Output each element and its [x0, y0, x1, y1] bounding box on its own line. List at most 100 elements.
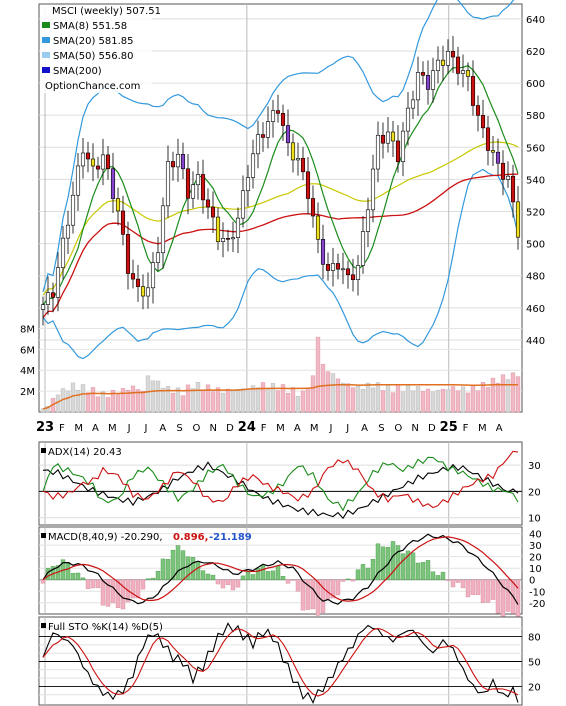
- candlestick: [445, 39, 451, 74]
- candle-body: [310, 198, 316, 217]
- candle-body: [420, 72, 426, 76]
- candlestick: [75, 152, 81, 211]
- time-axis-label: A: [361, 423, 368, 434]
- volume-bar: [85, 392, 91, 413]
- volume-bar: [470, 385, 476, 413]
- candlestick: [415, 56, 421, 116]
- candle-body: [40, 304, 46, 310]
- candlestick: [210, 191, 216, 233]
- candlestick: [205, 188, 211, 219]
- volume-bar: [285, 392, 291, 413]
- macd-histogram-bar: [330, 579, 336, 599]
- macd-histogram-bar: [200, 570, 206, 580]
- candlestick: [240, 175, 246, 228]
- candlestick: [515, 186, 521, 250]
- volume-bar: [240, 388, 246, 413]
- time-axis-label: F: [463, 423, 469, 434]
- volume-bar: [230, 390, 236, 413]
- macd-histogram-bar: [365, 567, 371, 580]
- candlestick: [280, 104, 286, 141]
- legend-swatch: [42, 67, 50, 73]
- volume-bar: [115, 394, 121, 413]
- candle-body: [145, 287, 151, 297]
- macd-signal-value: 0.896,: [173, 532, 208, 543]
- macd-histogram-bar: [325, 579, 331, 600]
- time-axis-label: S: [378, 423, 384, 434]
- macd-title: MACD(8,40,9) -20.290,: [48, 532, 163, 543]
- macd-histogram-bar: [415, 562, 421, 580]
- candlestick: [50, 282, 56, 313]
- legend-label: SMA(200): [53, 66, 102, 77]
- macd-histogram-bar: [350, 579, 356, 582]
- candle-body: [60, 237, 66, 268]
- volume-bar: [350, 387, 356, 413]
- time-axis-label: M: [310, 423, 319, 434]
- candle-body: [500, 162, 506, 180]
- candlestick: [505, 161, 511, 188]
- candlestick: [225, 229, 231, 252]
- candle-body: [180, 154, 186, 170]
- macd-histogram-bar: [145, 578, 151, 580]
- candlestick: [475, 95, 481, 132]
- candle-body: [65, 224, 71, 239]
- candlestick: [115, 187, 121, 226]
- volume-bar: [450, 386, 456, 413]
- adx-tick-label: 20: [528, 487, 541, 498]
- candle-body: [190, 184, 196, 199]
- macd-histogram-bar: [230, 579, 236, 591]
- macd-histogram-bar: [210, 574, 216, 580]
- macd-histogram-bar: [70, 573, 76, 580]
- macd-histogram-bar: [90, 579, 96, 589]
- candle-body: [250, 153, 256, 178]
- macd-histogram-bar: [225, 579, 231, 586]
- adx-axis: 10 20 30: [528, 461, 541, 525]
- candlestick: [125, 221, 131, 290]
- candle-body: [215, 216, 221, 242]
- volume-bar: [45, 406, 51, 413]
- macd-histogram-bar: [275, 565, 281, 580]
- time-axis-label: S: [176, 423, 182, 434]
- macd-histogram-bar: [215, 579, 221, 585]
- legend-label: MSCI (weekly) 507.51: [52, 6, 161, 17]
- candle-body: [385, 131, 391, 144]
- time-axis-label: A: [159, 423, 166, 434]
- candlestick: [435, 46, 441, 84]
- candlestick: [340, 252, 346, 285]
- macd-histogram-bar: [290, 579, 296, 581]
- macd-histogram-bar: [300, 579, 306, 611]
- volume-bar: [515, 376, 521, 413]
- candle-body: [85, 152, 91, 160]
- macd-histogram-bar: [420, 562, 426, 580]
- adx-panel: 10 20 30 ADX(14) 20.43: [38, 441, 541, 526]
- price-tick-label: 560: [526, 143, 545, 154]
- volume-bar: [490, 377, 496, 413]
- macd-histogram-bar: [280, 576, 286, 580]
- candle-body: [80, 152, 86, 167]
- macd-tick-label: 40: [529, 530, 542, 541]
- candle-body: [170, 161, 176, 168]
- macd-histogram-bar: [175, 545, 181, 580]
- candlesticks: [40, 35, 521, 326]
- macd-histogram-bar: [370, 559, 376, 580]
- volume-bar: [155, 380, 161, 413]
- candlestick: [495, 138, 501, 176]
- time-axis-label: M: [74, 423, 83, 434]
- candlestick: [185, 154, 191, 215]
- candlestick: [270, 99, 276, 138]
- volume-bar: [65, 390, 71, 413]
- volume-bar: [405, 384, 411, 413]
- macd-histogram-bar: [390, 541, 396, 580]
- candlestick: [160, 197, 166, 269]
- candle-body: [380, 134, 386, 144]
- candlestick: [130, 259, 136, 289]
- candle-body: [375, 134, 381, 170]
- candle-body: [470, 76, 476, 106]
- volume-bar: [340, 382, 346, 413]
- volume-bar: [435, 389, 441, 413]
- macd-tick-label: 0: [529, 576, 535, 587]
- macd-histogram-bar: [140, 579, 146, 590]
- macd-histogram-bar: [475, 579, 481, 595]
- volume-bar: [325, 371, 331, 413]
- macd-signal-line: [42, 536, 519, 602]
- volume-axis: 2M 4M 6M 8M: [20, 324, 35, 398]
